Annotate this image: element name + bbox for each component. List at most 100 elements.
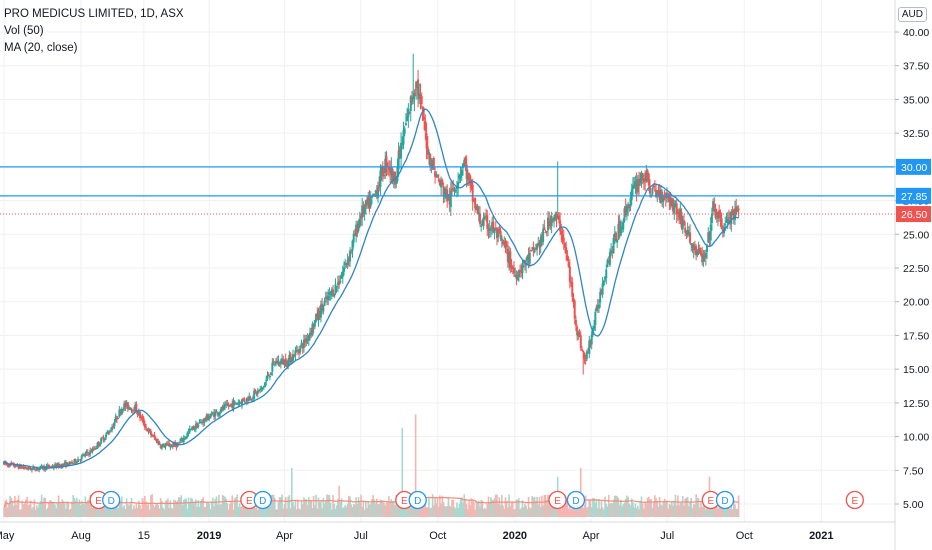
candle-body (714, 208, 717, 218)
volume-bar (654, 495, 656, 517)
volume-bar (638, 509, 640, 517)
candle-body (471, 184, 474, 202)
candle-body (345, 263, 348, 265)
volume-bar (570, 509, 572, 517)
volume-bar (615, 495, 617, 517)
candle-body (567, 262, 570, 268)
candle-body (642, 178, 645, 183)
volume-bar (447, 497, 450, 517)
candle-body (194, 423, 197, 430)
candle-body (296, 350, 299, 352)
candle-body (610, 250, 613, 254)
volume-bar (97, 508, 100, 517)
candle-body (668, 195, 671, 203)
candle-body (319, 304, 322, 318)
candle-body (222, 405, 225, 410)
candle-body (38, 467, 41, 470)
time-tick-label: May (0, 530, 15, 542)
candle-body (601, 283, 604, 295)
candle-body (721, 228, 724, 232)
hline-price-label-bg[interactable] (896, 187, 931, 204)
candle-body (500, 238, 503, 241)
dividend-marker[interactable] (566, 490, 586, 510)
last-price-label[interactable]: 26.50 (901, 209, 927, 221)
volume-bar (55, 508, 58, 517)
volume-bar (327, 495, 330, 517)
volume-bar (458, 503, 461, 517)
dividend-marker[interactable] (408, 490, 427, 510)
volume-bar (385, 502, 388, 517)
candle-body (26, 468, 29, 470)
volume-bar (436, 497, 439, 517)
volume-bar (157, 504, 160, 517)
volume-bar (518, 498, 520, 517)
candle-body (168, 443, 171, 447)
candle-body (480, 225, 483, 227)
candle-body (35, 468, 38, 471)
earnings-marker[interactable] (845, 490, 864, 510)
dividend-marker[interactable] (102, 490, 121, 510)
volume-bar (282, 508, 285, 517)
candle-body (111, 427, 114, 431)
candle-body (584, 359, 587, 361)
candle-body (460, 170, 463, 176)
volume-bar (293, 506, 296, 517)
volume-bar (101, 502, 104, 517)
volume-bar (86, 500, 89, 517)
symbol-title[interactable]: PRO MEDICUS LIMITED, 1D, ASX (4, 8, 184, 20)
volume-bar (237, 507, 240, 517)
ma-indicator-label[interactable]: MA (20, close) (4, 42, 78, 54)
volume-bar (610, 502, 612, 517)
volume-bar (611, 503, 614, 517)
volume-bar (249, 503, 252, 517)
price-tick-label: 17.50 (903, 330, 929, 342)
volume-bar (520, 507, 523, 517)
volume-bar (28, 504, 31, 517)
volume-indicator-label[interactable]: Vol (50) (4, 25, 44, 37)
volume-bar (304, 499, 306, 517)
candle-body (451, 188, 454, 191)
hline-price-label-bg[interactable] (896, 158, 931, 175)
price-axis[interactable]: 40.0037.5035.0032.5030.0027.5025.0022.50… (894, 0, 931, 550)
currency-badge[interactable]: AUD (897, 7, 927, 22)
volume-bar (549, 504, 552, 517)
hline-price-label[interactable]: 27.85 (901, 191, 927, 203)
volume-bar (324, 500, 327, 517)
candle-body (623, 208, 626, 222)
candle-body (503, 243, 506, 245)
volume-bar (220, 504, 223, 517)
candle-body (169, 446, 172, 448)
candle-body (477, 212, 480, 215)
volume-bar (180, 495, 183, 517)
candle-body (239, 403, 242, 405)
dividend-marker[interactable] (715, 490, 735, 510)
time-axis[interactable]: May Aug 15 2019 Apr Jul Oct 2020 Apr Jul Oct 2021 (0, 521, 895, 542)
hline-price-label[interactable]: 30.00 (901, 162, 927, 174)
earnings-marker[interactable] (548, 490, 567, 510)
last-price-label-bg[interactable] (896, 206, 931, 223)
volume-bar (541, 495, 543, 517)
volume-bar (127, 503, 129, 517)
candle-body (414, 88, 417, 90)
volume-bar (82, 503, 84, 517)
volume-bar (148, 509, 151, 517)
volume-bar (479, 506, 481, 517)
volume-bar (8, 503, 10, 517)
candle-body (504, 240, 507, 248)
candle-body (334, 284, 337, 294)
candle-body (492, 221, 495, 232)
volume-bar (698, 507, 701, 517)
candle-body (574, 319, 577, 326)
candle-body (142, 418, 145, 425)
candle-body (571, 282, 574, 297)
dividend-marker[interactable] (253, 490, 272, 510)
candle-body (318, 311, 321, 318)
volume-bar (175, 501, 178, 517)
candle-body (618, 221, 621, 234)
candle-body (287, 359, 290, 367)
candle-body (662, 197, 665, 203)
volume-bar (624, 498, 627, 517)
volume-bar (195, 499, 197, 517)
